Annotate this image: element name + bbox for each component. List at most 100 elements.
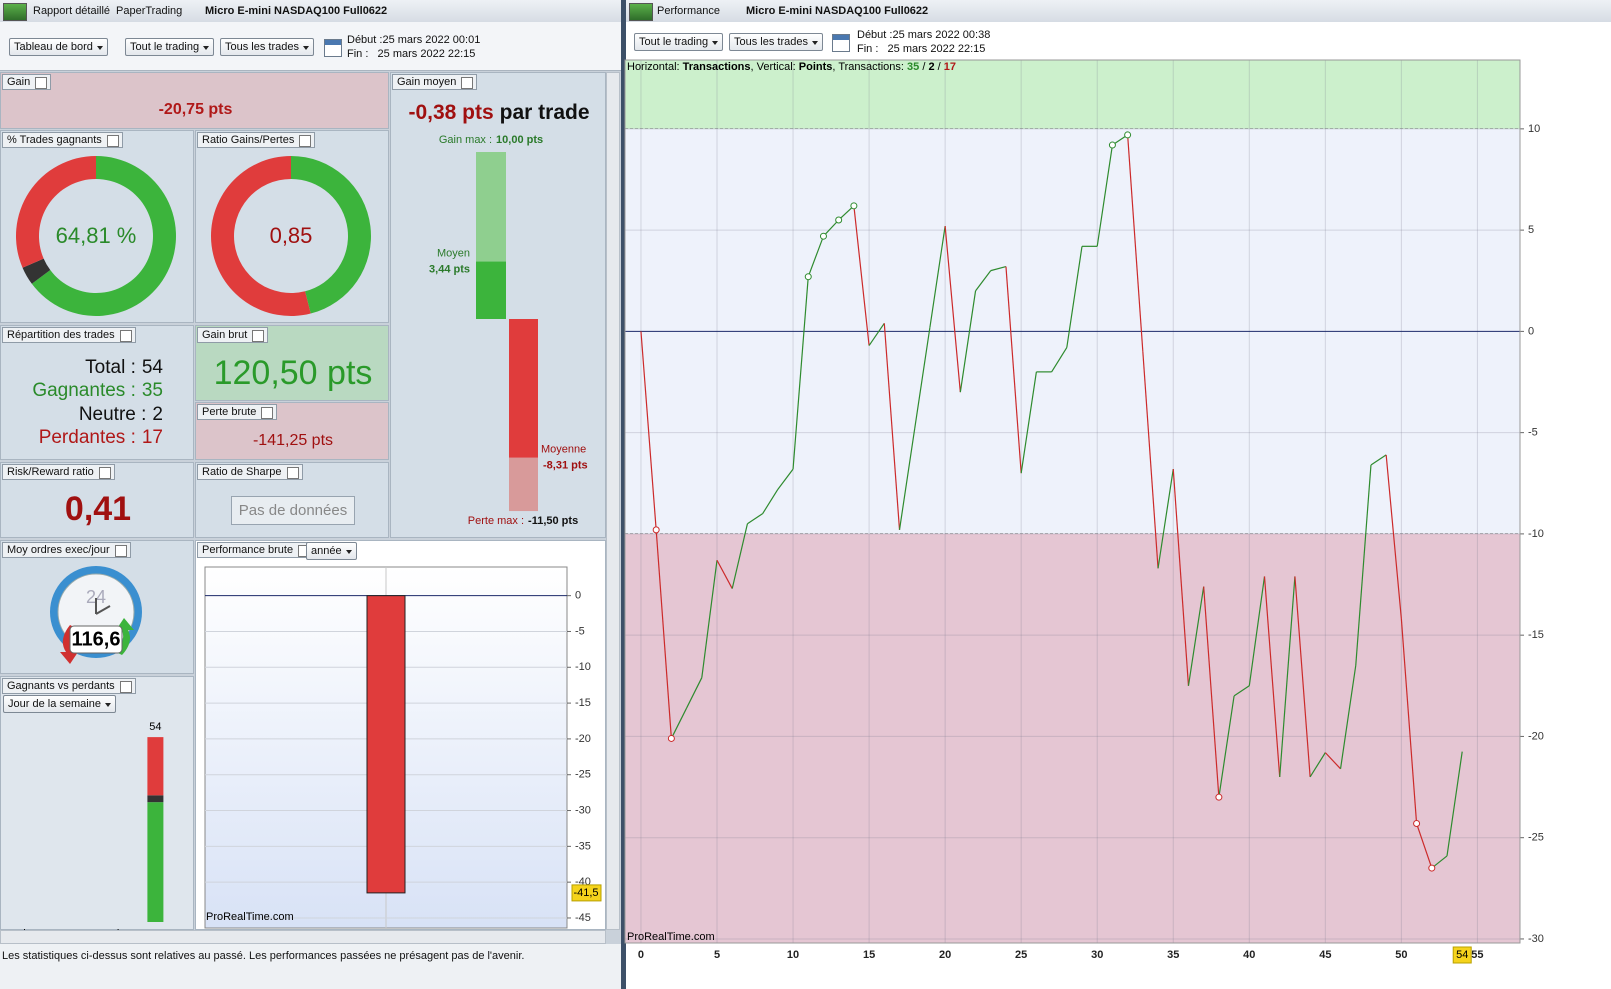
tab[interactable]: PaperTrading — [116, 5, 183, 17]
dropdown[interactable]: Jour de la semaine — [3, 695, 116, 713]
dropdown[interactable]: année — [306, 542, 357, 560]
line-segment — [1142, 351, 1159, 569]
scrollbar[interactable] — [606, 72, 620, 930]
row-value: 35 — [141, 380, 163, 402]
dropdown[interactable]: Tableau de bord — [9, 38, 108, 56]
panel-tab[interactable]: Gain moyen — [392, 74, 478, 90]
dropdown[interactable]: Tous les trades — [729, 33, 823, 51]
divider — [621, 0, 626, 989]
tab[interactable]: Micro E-mini NASDAQ100 Full0622 — [205, 5, 388, 17]
header-part: 35 — [907, 61, 919, 73]
dropdown[interactable]: Tout le trading — [634, 33, 724, 51]
line-segment — [1005, 266, 1022, 474]
point-marker — [804, 273, 812, 281]
panel-tab[interactable]: Ratio Gains/Pertes — [197, 132, 316, 148]
line-segment — [838, 205, 855, 221]
line-segment — [990, 265, 1007, 272]
panel-tab[interactable]: Perte brute — [197, 404, 278, 420]
repartition-row: Total :54 — [1, 357, 163, 379]
line-segment — [640, 331, 657, 530]
line-segment — [1020, 371, 1037, 474]
perte-brute-value: -141,25 pts — [252, 432, 334, 449]
line-segment — [716, 559, 733, 589]
point-marker — [1413, 820, 1421, 828]
tab[interactable]: Performance — [657, 5, 720, 17]
line-segment — [883, 323, 901, 530]
line-segment — [807, 235, 825, 277]
plot-border — [624, 59, 1521, 944]
perf-brute-panel: Performance brute année — [195, 540, 606, 930]
line-segment — [1446, 751, 1463, 857]
point-marker — [1124, 131, 1132, 139]
header-part: 2 — [928, 61, 934, 73]
panel-tab[interactable]: Ratio de Sharpe — [197, 464, 303, 480]
end-date: Fin : 25 mars 2022 22:15 — [347, 48, 476, 60]
header-part: 17 — [944, 61, 956, 73]
no-data-button[interactable]: Pas de données — [231, 496, 355, 525]
line-segment — [1324, 752, 1341, 770]
row-value: 2 — [152, 403, 163, 425]
dropdown[interactable]: Tous les trades — [220, 38, 314, 56]
calendar-icon[interactable] — [832, 34, 850, 52]
panel-tab[interactable]: Gain brut — [197, 327, 269, 343]
line-segment — [868, 322, 885, 346]
panel-tab[interactable]: Performance brute — [197, 542, 315, 558]
zone — [625, 60, 1520, 129]
line-segment — [1385, 454, 1402, 620]
dropdown[interactable]: Tout le trading — [125, 38, 215, 56]
line-segment — [1187, 586, 1205, 686]
gain-moyen-value: -0,38 pts — [408, 101, 494, 124]
scrollbar[interactable] — [0, 930, 606, 944]
zone — [625, 533, 1520, 943]
line-segment — [686, 677, 703, 709]
point-marker — [667, 734, 675, 742]
end-date: Fin : 25 mars 2022 22:15 — [857, 43, 986, 55]
ratio-panel: Ratio Gains/Pertes — [195, 130, 389, 323]
line-segment — [731, 523, 749, 589]
gain-brut-panel: Gain brut 120,50 pts — [195, 325, 389, 401]
line-segment — [1051, 347, 1068, 373]
tab[interactable]: Rapport détaillé — [33, 5, 111, 17]
panel-tab[interactable]: Risk/Reward ratio — [2, 464, 115, 480]
line-segment — [853, 205, 870, 346]
gain-moyen-panel: Gain moyen -0,38 pts par trade — [390, 72, 606, 538]
winners-panel: Gagnants vs perdants Jour de la semaine — [0, 676, 194, 930]
line-segment — [1279, 576, 1296, 777]
line-segment — [1218, 695, 1235, 798]
panel-tab[interactable]: % Trades gagnants — [2, 132, 123, 148]
start-date: Début :25 mars 2022 00:38 — [857, 29, 991, 41]
header-part: Transactions — [683, 61, 751, 73]
line-segment — [898, 428, 916, 530]
header-part: Points — [799, 61, 833, 73]
disclaimer: Les statistiques ci-dessus sont relative… — [2, 950, 525, 962]
gain-moyen-line: -0,38 pts par trade — [391, 101, 607, 125]
line-segment — [655, 529, 672, 739]
header-part: / — [919, 61, 928, 73]
tab[interactable]: Micro E-mini NASDAQ100 Full0622 — [746, 5, 929, 17]
repartition-row: Perdantes :17 — [1, 427, 163, 449]
panel-tab[interactable]: Moy ordres exec/jour — [2, 542, 131, 558]
line-segment — [1309, 752, 1326, 778]
panel-tab[interactable]: Gagnants vs perdants — [2, 678, 136, 694]
panel-tab[interactable]: Gain — [2, 74, 52, 90]
line-segment — [1233, 685, 1250, 697]
line-segment — [1112, 134, 1128, 146]
logo — [629, 3, 653, 21]
line-segment — [1339, 665, 1357, 769]
line-segment — [944, 226, 961, 393]
row-label: Neutre : — [78, 403, 147, 425]
line-segment — [792, 276, 809, 470]
point-marker — [835, 216, 843, 224]
line-segment — [1172, 469, 1190, 686]
point-marker — [850, 202, 858, 210]
line-segment — [823, 219, 840, 237]
panel-tab[interactable]: Répartition des trades — [2, 327, 136, 343]
header-part: / — [935, 61, 944, 73]
line-segment — [1263, 576, 1281, 777]
line-segment — [1294, 576, 1311, 777]
line-segment — [959, 290, 977, 393]
repartition-row: Neutre :2 — [1, 404, 163, 426]
calendar-icon[interactable] — [324, 39, 342, 57]
gain-brut-value: 120,50 pts — [213, 354, 373, 392]
point-marker — [652, 526, 660, 534]
